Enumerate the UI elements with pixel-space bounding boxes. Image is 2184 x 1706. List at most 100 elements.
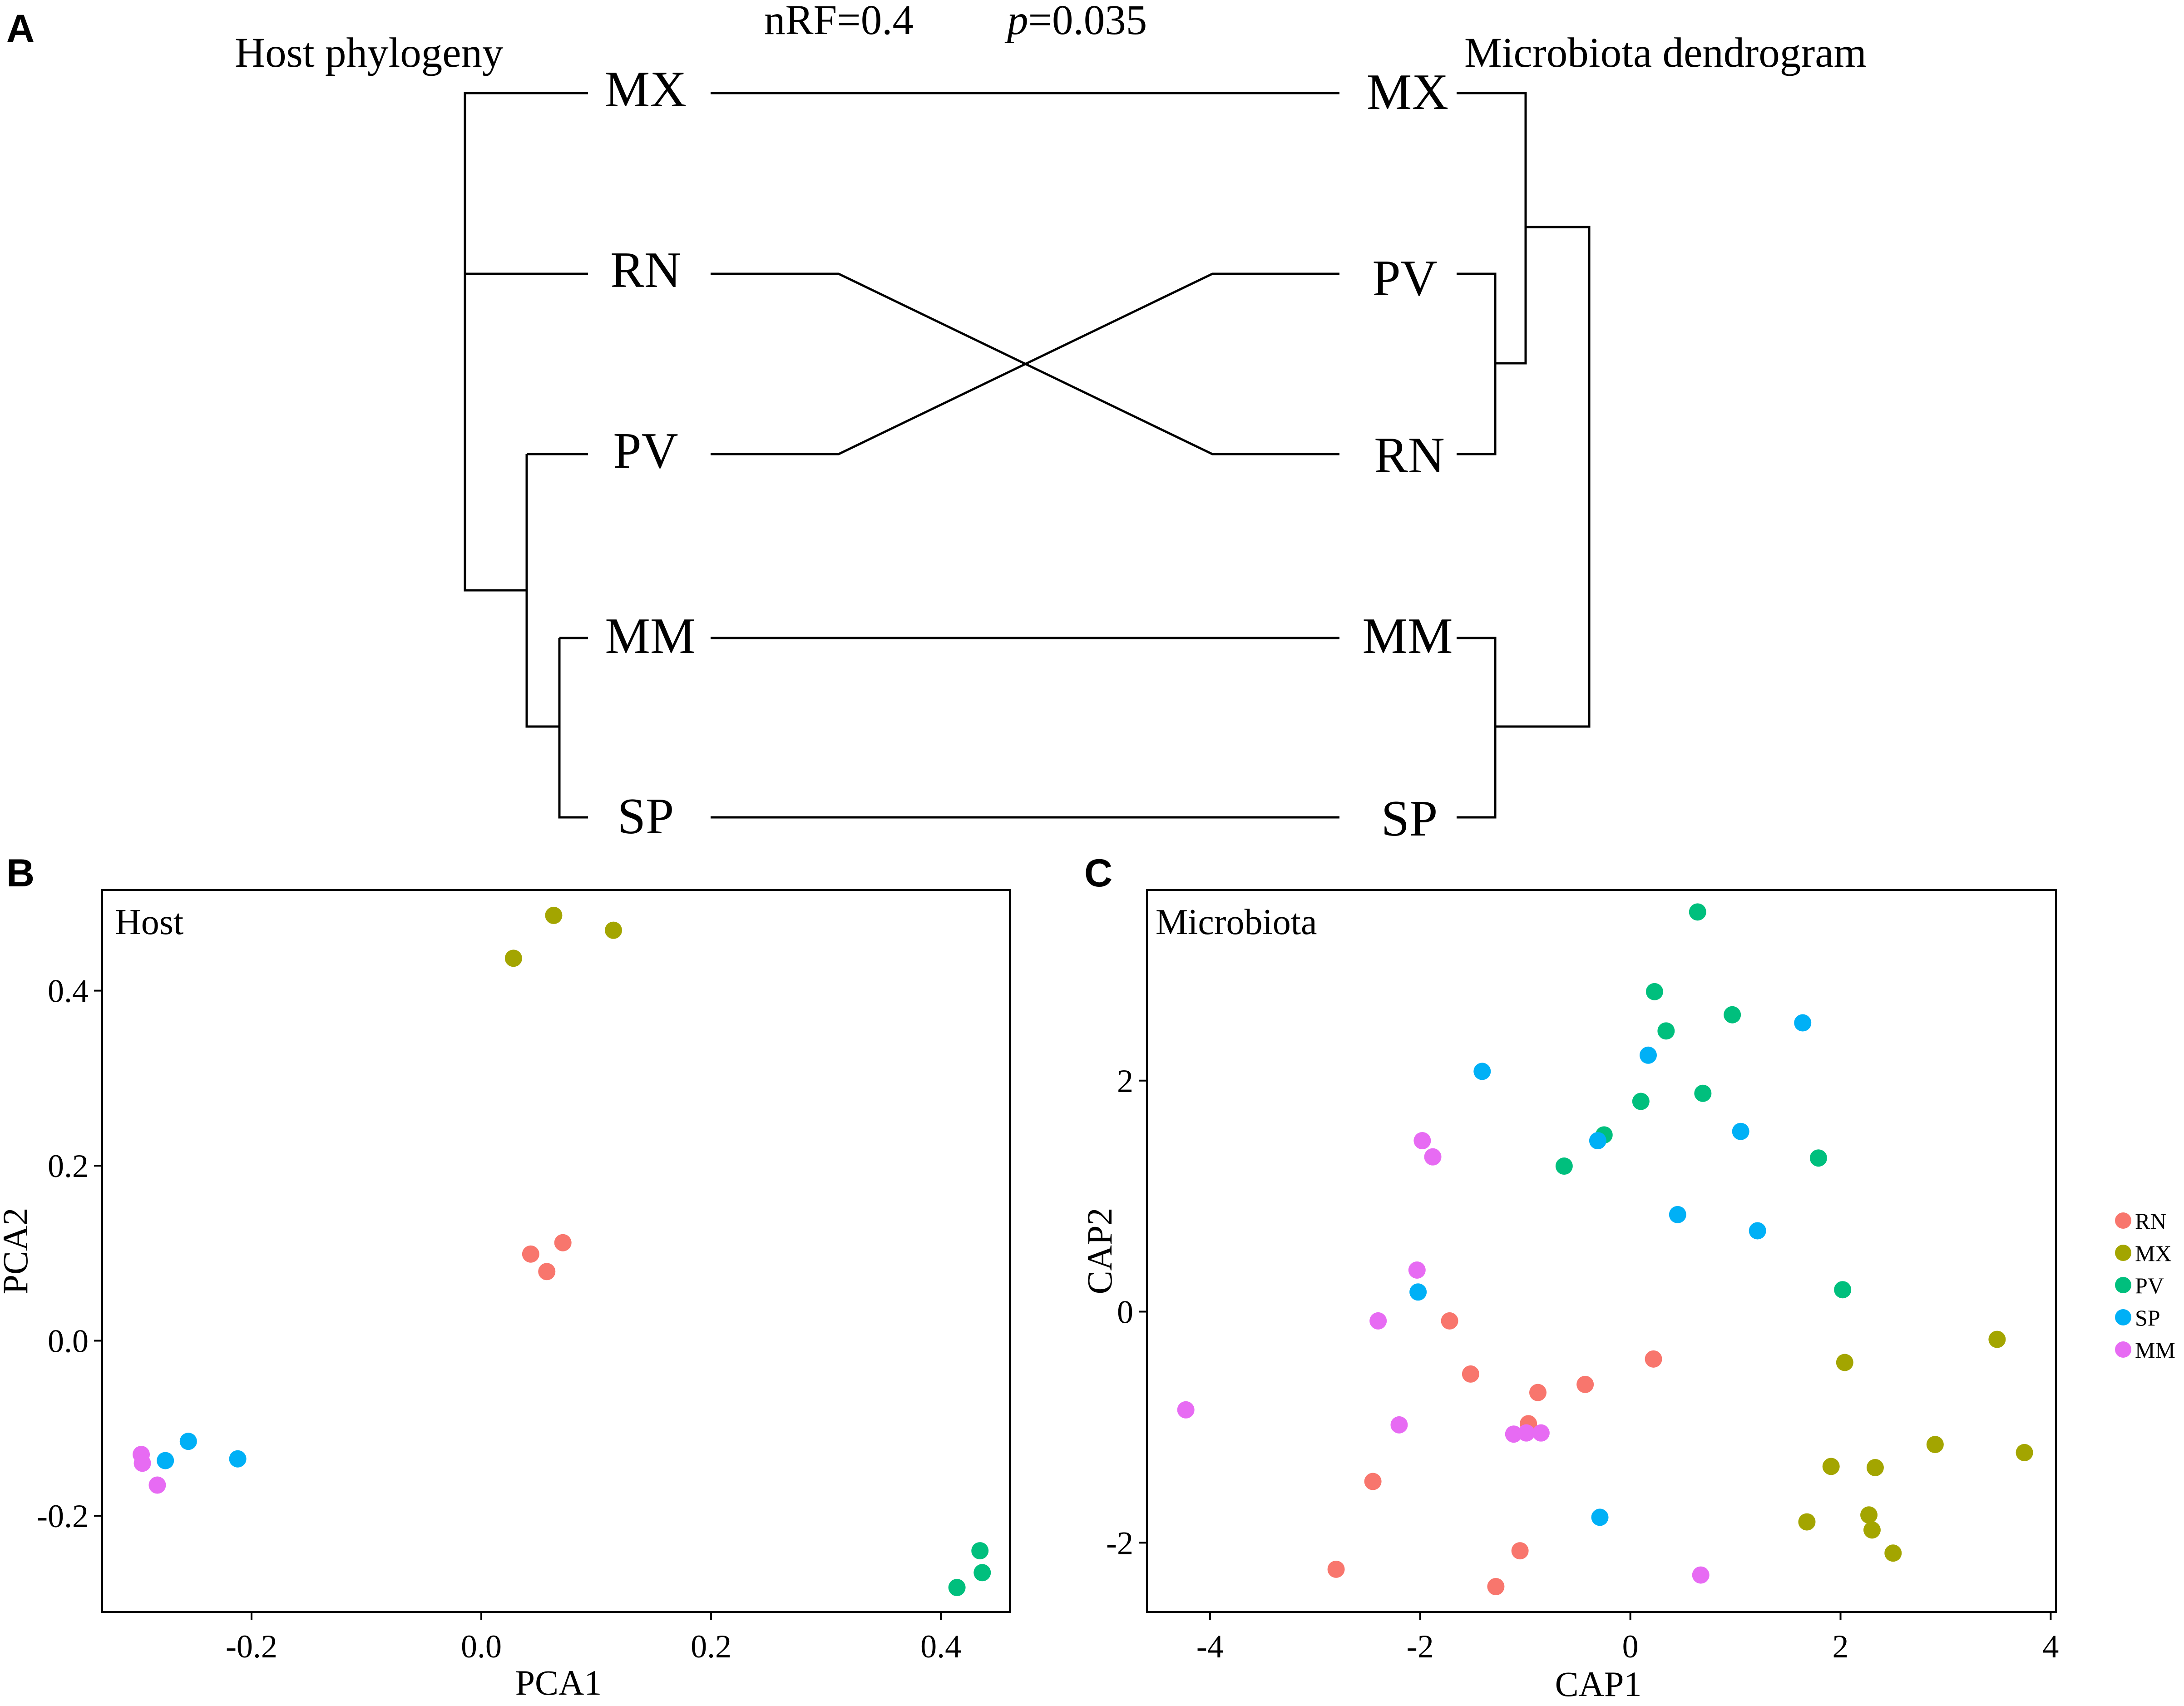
legend: RN MX PV SP MM [2115, 1208, 2175, 1363]
microbiota-point-pv [1724, 1006, 1741, 1024]
panel-letter-c: C [1084, 851, 1112, 895]
microbiota-points [1177, 903, 2033, 1596]
microbiota-x-tick-label: 4 [2042, 1628, 2059, 1665]
microbiota-point-sp [1749, 1222, 1766, 1240]
panel-letter-a: A [6, 7, 35, 50]
host-tip-label-1: MX [605, 61, 687, 118]
panel-a: A nRF=0.4 p=0.035 Host phylogeny Microbi… [6, 0, 1867, 847]
microbiota-plot-frame [1146, 889, 2057, 1613]
legend-key-rn [2115, 1212, 2131, 1229]
host-point-sp [229, 1450, 247, 1468]
stat-p-number: =0.035 [1028, 0, 1147, 44]
host-tip-label-4: MM [605, 608, 695, 664]
microbiota-y-axis: -2 0 2 [1106, 1063, 1147, 1561]
microbiota-point-mm [1413, 1132, 1431, 1150]
host-y-axis-label: PCA2 [0, 1208, 35, 1295]
host-point-mx [504, 949, 522, 967]
stat-p-symbol: p [1004, 0, 1028, 44]
microbiota-point-pv [1809, 1149, 1827, 1167]
host-y-tick-label: 0.0 [48, 1323, 89, 1360]
host-y-tick-label: 0.2 [48, 1148, 89, 1184]
host-point-mm [148, 1476, 166, 1494]
host-x-tick-label: 0.2 [691, 1628, 731, 1665]
legend-key-mx [2115, 1245, 2131, 1261]
microbiota-point-sp [1639, 1046, 1657, 1064]
host-point-pv [948, 1579, 966, 1597]
microbiota-point-mx [2016, 1444, 2033, 1461]
host-plot-title: Host [115, 902, 183, 942]
microbiota-point-mx [1798, 1513, 1816, 1531]
host-x-tick-label: 0.4 [920, 1628, 961, 1665]
host-y-tick-label: 0.4 [48, 973, 89, 1009]
microbiota-x-tick-label: 0 [1622, 1628, 1639, 1665]
host-x-axis: -0.2 0.0 0.2 0.4 [226, 1612, 961, 1665]
microbiota-x-axis: -4 -2 0 2 4 [1196, 1612, 2059, 1665]
legend-key-sp [2115, 1309, 2131, 1325]
microbiota-point-rn [1327, 1560, 1345, 1578]
legend-label-rn: RN [2135, 1208, 2166, 1234]
legend-key-mm [2115, 1341, 2131, 1358]
microbiota-dendrogram-title: Microbiota dendrogram [1464, 30, 1867, 76]
host-point-sp [157, 1452, 174, 1469]
host-plot-frame [101, 889, 1011, 1613]
legend-label-mm: MM [2135, 1337, 2175, 1363]
microbiota-point-mx [1863, 1521, 1881, 1539]
microbiota-point-mm [1505, 1425, 1522, 1443]
host-point-sp [179, 1433, 197, 1450]
microbiota-point-sp [1589, 1132, 1606, 1150]
host-point-rn [554, 1234, 572, 1251]
host-x-tick-label: 0.0 [461, 1628, 502, 1665]
microbiota-y-axis-label: CAP2 [1080, 1208, 1119, 1295]
panel-b: B Host -0.2 0.0 0.2 0.4 -0.20.00.20.4 PCA1 … [0, 851, 1011, 1702]
host-point-pv [971, 1542, 989, 1560]
microbiota-point-sp [1669, 1206, 1686, 1223]
host-points [133, 906, 991, 1597]
microbiota-y-tick-label: 0 [1117, 1294, 1133, 1330]
microbiota-point-rn [1576, 1375, 1594, 1393]
host-tip-label-5: SP [618, 788, 674, 845]
host-y-tick-label: -0.2 [37, 1498, 89, 1534]
microbiota-tip-label-3: RN [1374, 427, 1445, 484]
microbiota-point-mx [1860, 1506, 1878, 1524]
microbiota-plot-title: Microbiota [1156, 902, 1317, 942]
microbiota-tip-label-1: MX [1367, 64, 1448, 120]
stat-p-value: p=0.035 [1004, 0, 1147, 44]
microbiota-tip-label-5: SP [1381, 791, 1438, 847]
microbiota-point-pv [1645, 983, 1663, 1000]
microbiota-point-mm [1177, 1401, 1195, 1419]
host-phylogeny-tree [464, 92, 588, 819]
host-point-rn [538, 1263, 556, 1281]
microbiota-point-rn [1462, 1365, 1479, 1383]
microbiota-point-mx [1926, 1436, 1944, 1454]
host-x-tick-label: -0.2 [226, 1628, 277, 1665]
microbiota-point-sp [1473, 1063, 1491, 1080]
microbiota-point-mm [1390, 1416, 1408, 1434]
microbiota-point-rn [1441, 1312, 1458, 1330]
microbiota-dendrogram-tree [1457, 92, 1591, 819]
microbiota-point-sp [1794, 1014, 1812, 1032]
tanglegram-connectors [711, 92, 1339, 819]
microbiota-point-mm [1692, 1566, 1710, 1584]
host-point-mx [545, 906, 563, 924]
host-y-axis: -0.2 0.0 0.2 0.4 [37, 973, 102, 1534]
stat-nrf: nRF=0.4 [764, 0, 914, 44]
microbiota-point-rn [1645, 1350, 1662, 1368]
microbiota-point-mm [1408, 1261, 1426, 1279]
microbiota-point-sp [1409, 1283, 1427, 1301]
microbiota-x-axis-label: CAP1 [1555, 1664, 1642, 1704]
microbiota-point-pv [1632, 1093, 1650, 1110]
microbiota-point-rn [1511, 1542, 1529, 1560]
microbiota-point-mm [1517, 1424, 1535, 1442]
microbiota-y-tick-label: -2 [1106, 1525, 1133, 1561]
host-tip-label-2: RN [610, 242, 681, 298]
host-point-mm [133, 1454, 151, 1472]
legend-label-mx: MX [2135, 1241, 2172, 1266]
microbiota-tip-label-2: PV [1372, 250, 1437, 307]
microbiota-point-pv [1657, 1022, 1675, 1040]
microbiota-point-pv [1555, 1157, 1573, 1175]
microbiota-point-sp [1591, 1508, 1609, 1526]
host-point-mx [605, 921, 623, 939]
host-phylogeny-title: Host phylogeny [235, 30, 504, 76]
microbiota-point-mm [1424, 1148, 1442, 1166]
microbiota-y-tick-label: 2 [1117, 1063, 1133, 1099]
